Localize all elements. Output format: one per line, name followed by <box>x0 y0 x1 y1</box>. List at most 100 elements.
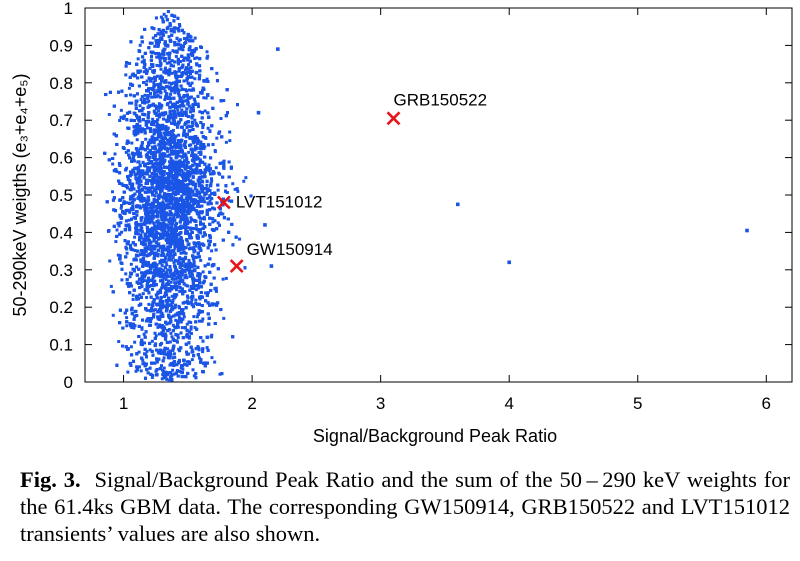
data-point <box>146 113 150 117</box>
data-point <box>168 235 172 239</box>
data-point <box>167 188 171 192</box>
data-point <box>147 89 151 93</box>
data-point <box>197 157 201 161</box>
data-point <box>124 150 128 154</box>
data-point <box>190 230 194 234</box>
data-point <box>198 192 202 196</box>
data-point <box>141 292 145 296</box>
data-point <box>186 296 190 300</box>
data-point <box>163 98 167 102</box>
data-point <box>129 93 133 97</box>
data-point <box>144 205 148 209</box>
data-point <box>131 297 135 301</box>
data-point <box>158 275 162 279</box>
data-point <box>143 93 147 97</box>
data-point <box>157 87 161 91</box>
data-point <box>191 257 195 261</box>
data-point <box>203 361 207 365</box>
data-point <box>156 169 160 173</box>
data-point <box>129 345 133 349</box>
data-point <box>199 258 203 262</box>
data-point <box>164 118 168 122</box>
data-point <box>192 260 196 264</box>
data-point <box>194 288 198 292</box>
data-point <box>202 96 206 100</box>
data-point <box>188 220 192 224</box>
data-point <box>173 306 177 310</box>
data-point <box>201 350 205 354</box>
data-point <box>236 189 240 193</box>
data-point <box>172 277 176 281</box>
data-point <box>172 184 176 188</box>
data-point <box>147 269 151 273</box>
data-point <box>182 56 186 60</box>
data-point <box>168 340 172 344</box>
data-point <box>209 202 213 206</box>
data-point <box>197 190 201 194</box>
data-point <box>161 313 165 317</box>
data-point <box>180 194 184 198</box>
data-point <box>129 262 133 266</box>
data-point <box>161 272 165 276</box>
data-point <box>107 112 111 116</box>
data-point <box>172 271 176 275</box>
data-point <box>190 348 194 352</box>
data-point <box>193 118 197 122</box>
data-point <box>150 376 154 380</box>
data-point <box>204 96 208 100</box>
data-point <box>154 251 158 255</box>
data-point <box>158 60 162 64</box>
data-point <box>162 356 166 360</box>
data-point <box>189 66 193 70</box>
data-point <box>149 234 153 238</box>
data-point <box>146 271 150 275</box>
data-point <box>120 278 124 282</box>
data-point <box>206 54 210 58</box>
data-point <box>192 259 196 263</box>
data-point <box>210 249 214 253</box>
data-point <box>200 179 204 183</box>
data-point <box>202 215 206 219</box>
data-point <box>185 226 189 230</box>
data-point <box>138 147 142 151</box>
data-point <box>151 211 155 215</box>
data-point <box>135 138 139 142</box>
data-point <box>162 269 166 273</box>
data-point <box>150 145 154 149</box>
data-point <box>155 90 159 94</box>
data-point <box>157 271 161 275</box>
data-point <box>120 344 124 348</box>
data-point <box>156 109 160 113</box>
data-point <box>128 61 132 65</box>
data-point <box>211 217 215 221</box>
data-point <box>156 113 160 117</box>
data-point <box>149 215 153 219</box>
data-point <box>235 187 239 191</box>
data-point <box>233 187 237 191</box>
data-point <box>142 332 146 336</box>
data-point <box>142 239 146 243</box>
data-point <box>163 66 167 70</box>
data-point <box>137 350 141 354</box>
data-point <box>125 118 129 122</box>
data-point <box>173 243 177 247</box>
data-point <box>181 133 185 137</box>
data-point <box>177 62 181 66</box>
data-point <box>186 221 190 225</box>
data-point <box>113 152 117 156</box>
data-point <box>189 216 193 220</box>
data-point <box>190 81 194 85</box>
data-point <box>201 317 205 321</box>
data-point <box>173 246 177 250</box>
data-point <box>124 272 128 276</box>
data-point <box>147 150 151 154</box>
data-point <box>121 117 125 121</box>
data-point <box>167 35 171 39</box>
data-point <box>185 56 189 60</box>
data-point <box>163 133 167 137</box>
data-point <box>167 236 171 240</box>
data-point <box>140 60 144 64</box>
data-point <box>172 372 176 376</box>
data-point <box>165 61 169 65</box>
data-point <box>127 223 131 227</box>
